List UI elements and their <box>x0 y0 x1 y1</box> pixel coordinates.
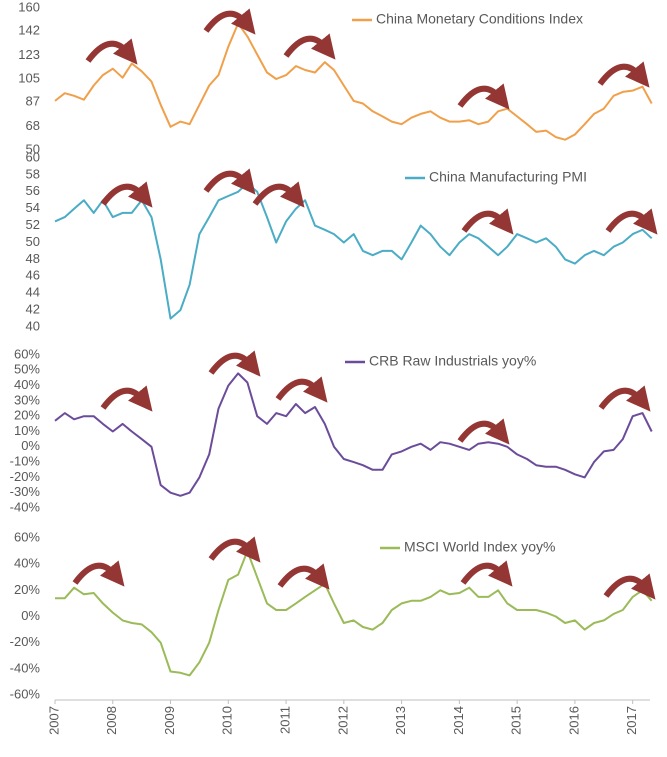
annotation-arrow <box>72 560 125 587</box>
annotation-arrow <box>605 208 658 235</box>
x-tick-label: 2016 <box>566 706 581 735</box>
x-tick-label: 2011 <box>278 706 293 734</box>
y-tick-label: -40% <box>10 499 41 514</box>
series-line <box>54 182 653 320</box>
annotation-arrow <box>203 168 256 195</box>
x-tick-label: 2013 <box>393 706 408 735</box>
y-tick-label: 123 <box>18 47 40 62</box>
y-tick-label: 54 <box>26 200 40 215</box>
y-tick-label: -10% <box>10 454 41 469</box>
series-line <box>55 550 653 677</box>
annotation-arrow <box>457 83 510 110</box>
y-tick-label: 60% <box>14 529 40 544</box>
y-tick-label: 142 <box>18 23 40 38</box>
x-tick-label: 2007 <box>46 706 61 735</box>
y-tick-label: -40% <box>10 660 41 675</box>
annotation-arrow <box>603 573 656 600</box>
y-tick-label: 48 <box>26 251 40 266</box>
y-tick-label: 0% <box>21 438 40 453</box>
x-tick-label: 2014 <box>451 706 466 735</box>
y-tick-label: 87 <box>26 94 40 109</box>
y-tick-label: -20% <box>10 634 41 649</box>
y-tick-label: 50 <box>26 141 40 156</box>
annotation-arrow <box>275 376 328 403</box>
series-line <box>54 22 653 141</box>
y-tick-label: 10% <box>14 423 40 438</box>
y-tick-label: 50 <box>26 234 40 249</box>
x-tick-label: 2010 <box>220 706 235 735</box>
y-tick-label: 56 <box>26 183 40 198</box>
annotation-arrow <box>100 385 153 412</box>
x-tick-label: 2017 <box>624 706 639 735</box>
y-tick-label: 20% <box>14 582 40 597</box>
annotation-arrow <box>85 38 138 65</box>
series-line <box>54 372 653 497</box>
y-tick-label: 160 <box>18 0 40 14</box>
annotation-arrow <box>283 33 336 60</box>
y-tick-label: 50% <box>14 362 40 377</box>
legend-label: CRB Raw Industrials yoy% <box>369 353 536 369</box>
x-tick-label: 2008 <box>104 706 119 735</box>
y-tick-label: 40% <box>14 556 40 571</box>
y-tick-label: 30% <box>14 392 40 407</box>
annotation-arrow <box>597 61 650 88</box>
annotation-arrow <box>208 350 261 377</box>
x-tick-label: 2015 <box>509 706 524 735</box>
y-tick-label: 105 <box>18 70 40 85</box>
annotation-arrow <box>203 8 256 35</box>
annotation-arrow <box>457 418 510 445</box>
y-tick-label: 58 <box>26 166 40 181</box>
y-tick-label: 44 <box>26 285 40 300</box>
y-tick-label: 42 <box>26 302 40 317</box>
annotation-arrow <box>598 385 651 412</box>
y-tick-label: 60% <box>14 346 40 361</box>
y-tick-label: -60% <box>10 686 41 701</box>
annotation-arrow <box>461 208 514 235</box>
x-tick-label: 2009 <box>162 706 177 735</box>
annotation-arrow <box>277 563 330 590</box>
y-tick-label: 68 <box>26 118 40 133</box>
annotation-arrow <box>460 560 513 587</box>
y-tick-label: 60 <box>26 149 40 164</box>
legend-label: MSCI World Index yoy% <box>404 539 555 555</box>
y-tick-label: 20% <box>14 408 40 423</box>
y-tick-label: 52 <box>26 217 40 232</box>
annotation-arrow <box>100 181 153 208</box>
y-tick-label: -20% <box>10 469 41 484</box>
legend-label: China Monetary Conditions Index <box>376 11 583 27</box>
annotation-arrow <box>252 181 305 208</box>
y-tick-label: 40 <box>26 318 40 333</box>
y-tick-label: 0% <box>21 608 40 623</box>
y-tick-label: 40% <box>14 377 40 392</box>
y-tick-label: -30% <box>10 484 41 499</box>
legend-label: China Manufacturing PMI <box>429 169 587 185</box>
x-tick-label: 2012 <box>335 706 350 735</box>
y-tick-label: 46 <box>26 268 40 283</box>
annotation-arrow <box>208 536 261 563</box>
